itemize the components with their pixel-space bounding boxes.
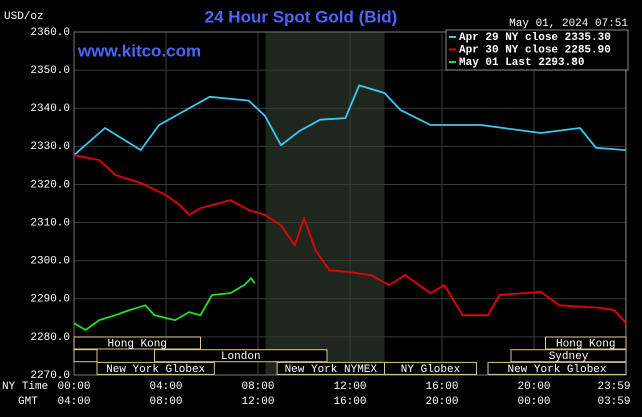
x2-tick-label: 03:59	[597, 396, 630, 408]
y-tick-label: 2290.0	[30, 294, 70, 306]
y-tick-label: 2360.0	[30, 27, 70, 39]
session-label: NY Globex	[401, 364, 461, 376]
legend-label: Apr 29 NY close 2335.30	[459, 32, 611, 44]
x2-tick-label: 00:00	[517, 396, 550, 408]
unit-label: USD/oz	[4, 11, 44, 23]
x2-tick-label: 12:00	[241, 396, 274, 408]
y-tick-label: 2340.0	[30, 103, 70, 115]
x2-axis-label: GMT	[18, 396, 38, 408]
series-line	[73, 277, 256, 331]
session-bar	[545, 336, 627, 350]
x-tick-label: 23:59	[597, 381, 630, 393]
y-tick-label: 2350.0	[30, 65, 70, 77]
y-tick-label: 2270.0	[30, 370, 70, 382]
x-tick-label: 08:00	[241, 381, 274, 393]
series-line	[73, 154, 627, 324]
x-axis-label: NY Time	[2, 381, 48, 393]
x-tick-label: 16:00	[425, 381, 458, 393]
y-tick-label: 2320.0	[30, 179, 70, 191]
x2-tick-label: 08:00	[149, 396, 182, 408]
y-tick-label: 2280.0	[30, 332, 70, 344]
series-line	[73, 84, 627, 156]
session-label: New York NYMEX	[285, 364, 378, 376]
session-label: London	[221, 351, 261, 363]
session-bar	[510, 349, 627, 363]
x2-tick-label: 16:00	[333, 396, 366, 408]
x-tick-label: 00:00	[57, 381, 90, 393]
session-bar	[487, 361, 627, 375]
timestamp: May 01, 2024 07:51	[509, 18, 628, 30]
y-tick-label: 2300.0	[30, 256, 70, 268]
session-label: Sydney	[549, 351, 589, 363]
x2-tick-label: 20:00	[425, 396, 458, 408]
legend-label: May 01 Last 2293.80	[459, 57, 584, 69]
legend-box	[445, 29, 629, 71]
session-bar	[384, 361, 477, 375]
plot-border	[73, 31, 627, 376]
y-tick-label: 2310.0	[30, 217, 70, 229]
session-bar	[154, 349, 328, 363]
session-label: New York Globex	[507, 364, 606, 376]
x-tick-label: 04:00	[149, 381, 182, 393]
session-bar	[96, 361, 215, 375]
x-tick-label: 20:00	[517, 381, 550, 393]
session-label: Hong Kong	[108, 338, 167, 350]
y-tick-label: 2330.0	[30, 141, 70, 153]
shaded-region	[265, 32, 385, 375]
x2-tick-label: 04:00	[57, 396, 90, 408]
legend-label: Apr 30 NY close 2285.90	[459, 44, 611, 56]
chart-title: 24 Hour Spot Gold (Bid)	[205, 7, 398, 26]
session-bar	[73, 349, 98, 363]
x-tick-label: 12:00	[333, 381, 366, 393]
session-bar	[73, 336, 201, 350]
session-label: Hong Kong	[556, 338, 615, 350]
session-label: New York Globex	[106, 364, 205, 376]
source: www.kitco.com	[77, 41, 201, 60]
